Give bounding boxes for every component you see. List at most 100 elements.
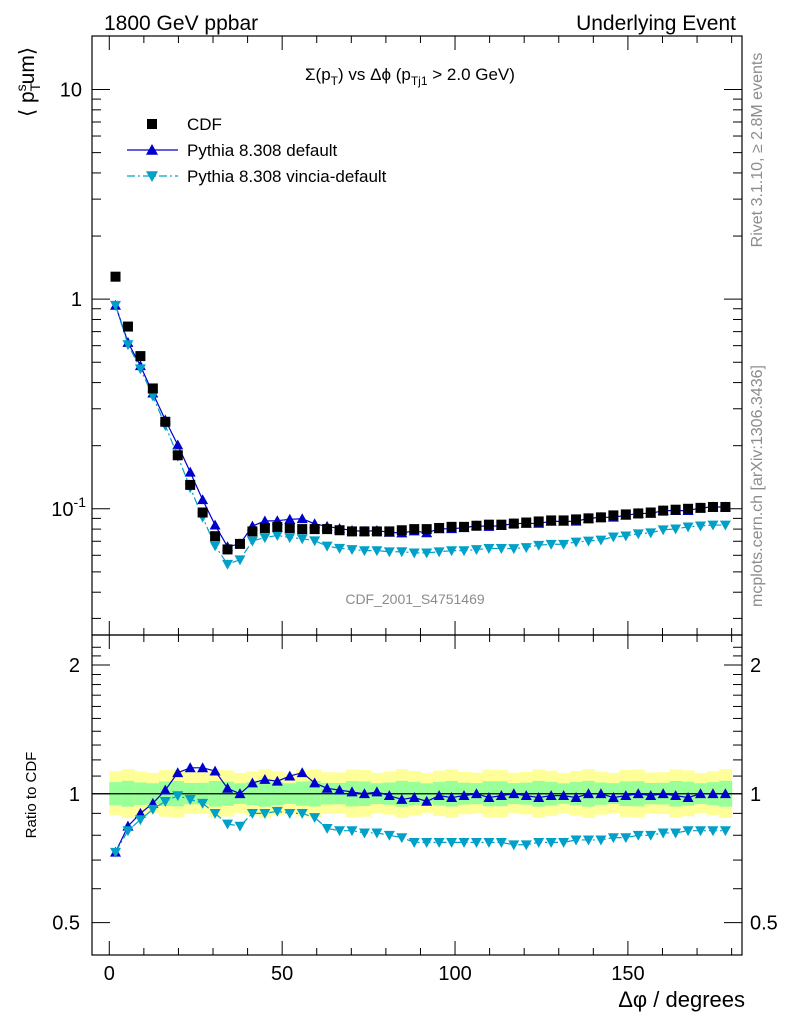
cdf-point — [297, 524, 308, 535]
ratio-1-point — [558, 790, 570, 801]
ratio-1-point — [271, 775, 283, 786]
cdf-point — [359, 526, 370, 537]
series-1-point — [197, 494, 209, 505]
ratio-1-point — [296, 767, 308, 778]
cdf-point — [259, 522, 270, 533]
cdf-point — [695, 502, 706, 513]
cdf-point — [147, 383, 158, 394]
ratio-1-point — [396, 793, 408, 804]
series-2-point — [533, 540, 545, 551]
ratio-1-point — [259, 773, 271, 784]
cdf-point — [210, 531, 221, 542]
ratio-1-point — [222, 782, 234, 793]
cdf-point — [459, 521, 470, 532]
cdf-point — [546, 515, 557, 526]
ratio-1-point — [383, 790, 395, 801]
legend-label: Pythia 8.308 default — [187, 141, 338, 160]
series-1-point — [296, 513, 308, 524]
cdf-point — [247, 526, 258, 537]
ratio-2-point — [582, 835, 594, 846]
ratio-2-point — [134, 815, 146, 826]
cdf-point — [508, 518, 519, 529]
ratio-2-point — [408, 837, 420, 848]
ratio-1-point — [309, 777, 321, 788]
series-2-point — [358, 546, 370, 557]
cdf-point — [409, 524, 420, 535]
series-2-point — [296, 534, 308, 545]
y-tick-label: 10-1 — [51, 494, 86, 521]
series-2-point — [122, 340, 134, 351]
series-2-point — [707, 520, 719, 531]
series-2-point — [483, 544, 495, 554]
ratio-2-point — [122, 826, 134, 837]
ratio-1-point — [682, 792, 694, 802]
ratio-2-point — [695, 826, 707, 837]
cdf-point — [658, 505, 669, 516]
series-2-point — [719, 520, 731, 531]
ratio-1-point — [346, 786, 358, 797]
y-tick-label: 1 — [71, 289, 82, 311]
cdf-point — [135, 351, 146, 362]
ratio-1-point — [334, 784, 346, 795]
ratio-2-point — [545, 837, 557, 848]
ratio-2-point — [184, 795, 196, 805]
ratio-2-point — [632, 830, 644, 841]
cdf-point — [633, 508, 644, 519]
cdf-point — [483, 519, 494, 530]
series-2-point — [558, 539, 570, 550]
ratio-1-point — [209, 765, 221, 776]
series-2-point — [209, 541, 221, 552]
cdf-point — [608, 510, 619, 521]
series-2-point — [433, 547, 445, 558]
ratio-2-point — [110, 847, 122, 858]
rivet-label: Rivet 3.1.10, ≥ 2.8M events — [749, 53, 766, 248]
ratio-2-point — [271, 806, 283, 817]
cdf-point — [110, 271, 121, 282]
ratio-line-2 — [114, 795, 726, 853]
cdf-point — [371, 526, 382, 537]
cdf-point — [309, 524, 320, 535]
ratio-2-point — [520, 840, 532, 851]
ratio-tick-label-left: 0.5 — [52, 913, 80, 935]
y-axis-label: ⟨ pTsum⟩ — [13, 47, 43, 117]
ratio-2-point — [470, 837, 482, 848]
x-tick-label: 0 — [104, 963, 115, 985]
plot-title: Σ(pT) vs Δϕ (pTj1 > 2.0 GeV) — [305, 65, 515, 88]
ratio-panel-frame — [91, 634, 743, 956]
ratio-1-point — [719, 788, 731, 799]
cdf-point — [172, 450, 183, 461]
cdf-point — [396, 525, 407, 536]
ratio-1-point — [595, 788, 607, 799]
series-2-point — [334, 543, 346, 554]
ratio-2-point — [234, 821, 246, 832]
x-tick-label: 150 — [611, 963, 644, 985]
series-2-point — [682, 522, 694, 533]
series-1-point — [209, 519, 221, 530]
ratio-1-point — [159, 784, 171, 795]
ratio-1-point — [284, 770, 296, 781]
series-2-point — [309, 536, 321, 547]
ratio-1-point — [172, 767, 184, 778]
cdf-point — [583, 513, 594, 524]
ratio-2-point — [508, 840, 520, 851]
ratio-1-point — [508, 788, 520, 799]
legend-marker — [147, 119, 157, 129]
cdf-point — [595, 512, 606, 523]
ratio-tick-label-right: 2 — [750, 655, 761, 677]
ratio-2-point — [209, 808, 221, 819]
ratio-1-point — [670, 790, 682, 801]
header-right: Underlying Event — [576, 12, 736, 35]
legend-marker — [146, 144, 158, 155]
analysis-id: CDF_2001_S4751469 — [345, 591, 485, 607]
ratio-2-point — [346, 826, 358, 837]
ratio-2-point — [259, 808, 271, 819]
series-2-point — [570, 537, 582, 548]
ratio-2-point — [296, 808, 308, 819]
mcplots-label: mcplots.cern.ch [arXiv:1306.3436] — [749, 365, 766, 607]
ratio-2-point — [595, 835, 607, 846]
cdf-point — [670, 504, 681, 515]
series-2-point — [632, 529, 644, 540]
y-tick-label: 10 — [60, 80, 82, 102]
series-2-point — [246, 536, 258, 547]
